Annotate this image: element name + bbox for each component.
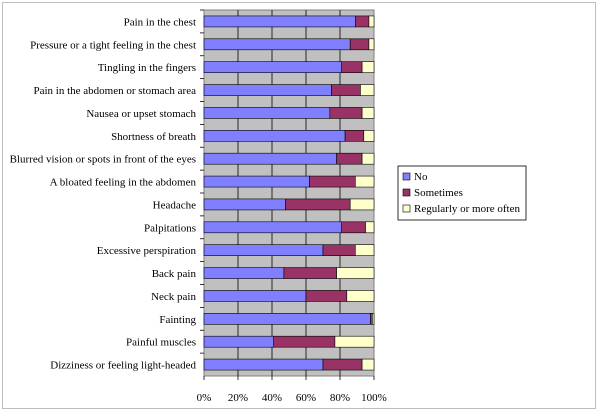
bar-segment-sometimes <box>322 358 363 371</box>
bar-segment-no <box>203 152 337 165</box>
category-label: Back pain <box>152 268 197 280</box>
bar-segment-sometimes <box>341 61 363 73</box>
bar-segment-regularly-or-more-often <box>346 290 375 302</box>
bar-segment-no <box>203 358 324 371</box>
bar-segment-regularly-or-more-often <box>361 152 375 165</box>
category-label: Tingling in the fingers <box>98 62 196 74</box>
bar-segment-regularly-or-more-often <box>368 38 375 51</box>
category-label: A bloated feeling in the abdomen <box>50 177 197 189</box>
x-tick-label: 60% <box>296 392 316 404</box>
category-label: Excessive perspiration <box>97 245 197 257</box>
bar-segment-no <box>203 313 371 325</box>
bar-segment-no <box>203 175 310 188</box>
category-label: Nausea or upset stomach <box>86 108 196 120</box>
bar-segment-no <box>203 107 331 119</box>
category-label: Dizziness or feeling light-headed <box>50 360 196 372</box>
bar-segment-regularly-or-more-often <box>365 221 375 234</box>
legend-label: No <box>414 171 428 183</box>
bar-segment-sometimes <box>285 198 351 211</box>
bar-segment-regularly-or-more-often <box>371 313 375 325</box>
bar-segment-sometimes <box>283 267 337 279</box>
bar-segment-sometimes <box>309 175 356 188</box>
category-label: Blurred vision or spots in front of the … <box>10 154 196 166</box>
bar-segment-regularly-or-more-often <box>354 175 375 188</box>
bar-segment-no <box>203 198 286 211</box>
category-label: Shortness of breath <box>111 131 196 143</box>
chart-frame <box>2 2 596 409</box>
bar-segment-regularly-or-more-often <box>368 15 375 28</box>
category-label: Palpitations <box>144 222 196 234</box>
bar-segment-sometimes <box>341 221 366 234</box>
bar-segment-sometimes <box>329 107 363 119</box>
bar-segment-sometimes <box>344 130 365 142</box>
bar-segment-sometimes <box>322 244 356 256</box>
x-tick-label: 40% <box>262 392 282 404</box>
legend-label: Sometimes <box>414 187 463 199</box>
bar-segment-regularly-or-more-often <box>336 267 375 279</box>
bar-segment-sometimes <box>349 38 370 51</box>
category-label: Neck pain <box>151 291 196 303</box>
legend-box <box>397 165 527 221</box>
bar-segment-no <box>203 130 346 142</box>
bar-segment-sometimes <box>273 335 336 348</box>
bar-segment-regularly-or-more-often <box>361 107 375 119</box>
legend-swatch <box>402 204 411 213</box>
bar-segment-regularly-or-more-often <box>361 61 375 73</box>
bar-segment-sometimes <box>336 152 363 165</box>
bar-segment-regularly-or-more-often <box>360 84 375 96</box>
category-label: Fainting <box>159 314 196 326</box>
x-tick-label: 20% <box>228 392 248 404</box>
bar-segment-no <box>203 290 307 302</box>
bar-segment-no <box>203 15 356 28</box>
x-tick-label: 80% <box>330 392 350 404</box>
bar-segment-no <box>203 221 342 234</box>
legend-swatch <box>402 172 411 181</box>
legend-label: Regularly or more often <box>414 203 520 215</box>
bar-segment-no <box>203 244 324 256</box>
category-label: Pressure or a tight feeling in the chest <box>30 39 196 51</box>
category-label: Headache <box>153 199 196 211</box>
x-tick-label: 100% <box>361 392 387 404</box>
category-label: Pain in the abdomen or stomach area <box>33 85 196 97</box>
bar-segment-regularly-or-more-often <box>349 198 375 211</box>
bar-segment-no <box>203 38 351 51</box>
bar-segment-regularly-or-more-often <box>334 335 375 348</box>
bar-segment-sometimes <box>305 290 348 302</box>
category-label: Painful muscles <box>126 337 196 349</box>
bar-segment-no <box>203 335 274 348</box>
bar-segment-sometimes <box>331 84 361 96</box>
x-tick-label: 0% <box>197 392 212 404</box>
bar-segment-no <box>203 84 332 96</box>
bar-segment-regularly-or-more-often <box>354 244 375 256</box>
legend-swatch <box>402 188 411 197</box>
bar-segment-no <box>203 267 285 279</box>
bar-segment-regularly-or-more-often <box>363 130 375 142</box>
category-label: Pain in the chest <box>124 16 196 28</box>
bar-segment-sometimes <box>354 15 370 28</box>
bar-segment-no <box>203 61 342 73</box>
bar-segment-regularly-or-more-often <box>361 358 375 371</box>
